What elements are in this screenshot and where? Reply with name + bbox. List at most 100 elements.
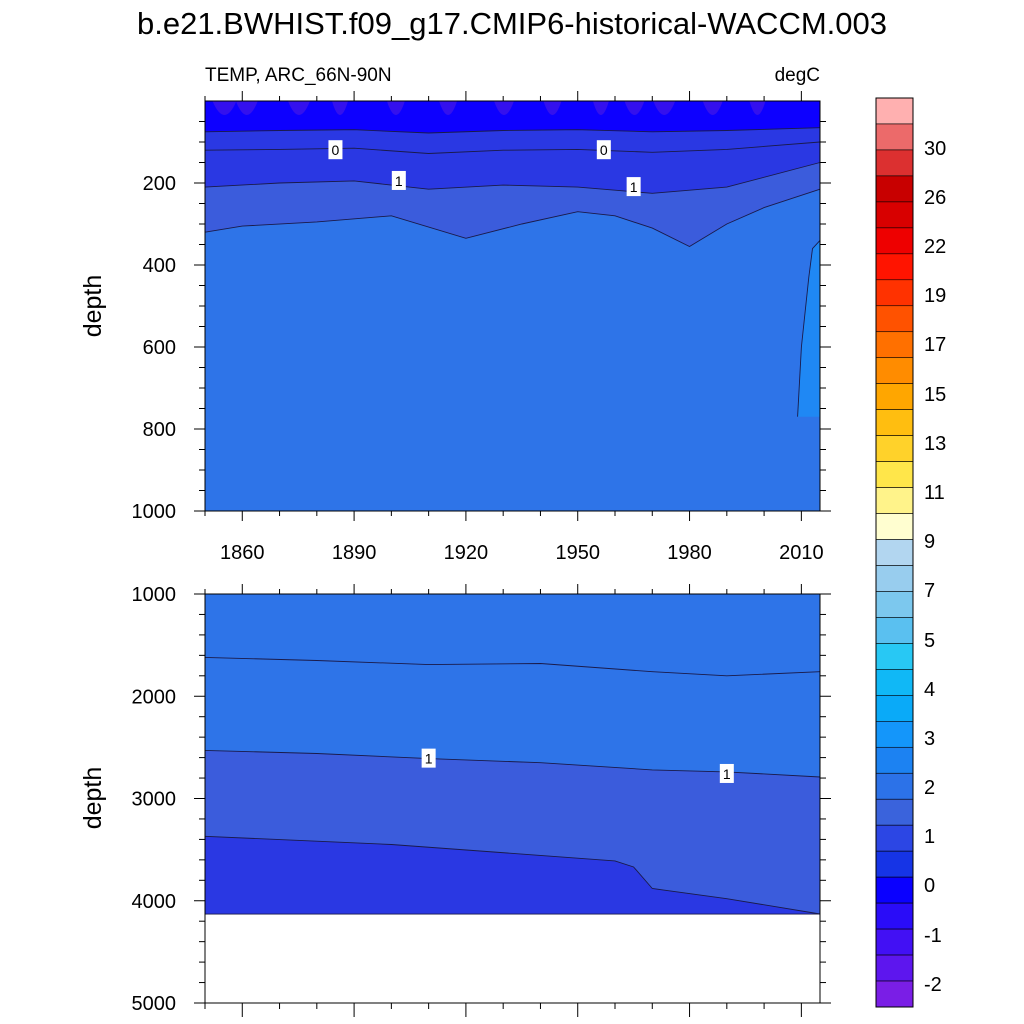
colorbar-label: 26 xyxy=(924,187,946,209)
cold-patch xyxy=(653,101,676,115)
colorbar-swatch xyxy=(875,928,914,956)
colorbar-swatch xyxy=(875,876,914,904)
colorbar-swatch xyxy=(875,149,914,177)
colorbar-swatch xyxy=(875,461,914,488)
upper-y-axis-label: depth xyxy=(79,275,107,338)
y-tick-label: 800 xyxy=(143,419,176,441)
cold-patch xyxy=(212,101,237,115)
cold-patch xyxy=(288,101,310,115)
contour-line-1 xyxy=(204,162,821,194)
cold-patch xyxy=(439,101,458,115)
colorbar-swatch xyxy=(875,253,914,281)
contour-label: 1 xyxy=(723,766,731,782)
lower-y-axis-label: depth xyxy=(79,767,107,830)
contour-label: 1 xyxy=(630,179,638,195)
region-1.5-to-2 xyxy=(205,594,820,676)
colorbar-swatch xyxy=(875,305,914,333)
colorbar-swatch xyxy=(875,695,914,722)
contour-line-0.5 xyxy=(204,141,821,154)
colorbar-label: 0 xyxy=(924,875,935,897)
colorbar-label: 5 xyxy=(924,630,935,652)
cold-patch xyxy=(592,101,609,115)
contour-label: 1 xyxy=(395,173,403,189)
y-tick-label: 4000 xyxy=(132,891,177,913)
x-tick-label: 1920 xyxy=(444,542,489,564)
colorbar-swatch xyxy=(875,227,914,255)
x-tick-label: 1950 xyxy=(555,542,600,564)
contour-label-bg xyxy=(596,140,611,160)
colorbar-swatch xyxy=(875,850,914,878)
y-tick-label: 1000 xyxy=(132,584,177,606)
y-tick-label: 5000 xyxy=(132,993,177,1015)
colorbar-swatch xyxy=(875,409,914,436)
cold-patch xyxy=(386,101,405,115)
colorbar-label: 22 xyxy=(924,236,946,258)
contour-line-1.5 xyxy=(204,656,821,677)
x-tick-label: 2010 xyxy=(779,542,824,564)
colorbar-swatch xyxy=(875,487,914,514)
colorbar-label: 15 xyxy=(924,384,946,406)
colorbar-label: 17 xyxy=(924,334,946,356)
colorbar-swatch xyxy=(875,97,914,125)
contour-line-1.5 xyxy=(204,188,821,248)
colorbar-label: 1 xyxy=(924,826,935,848)
contour-line-0.5 xyxy=(204,835,821,915)
cold-patch xyxy=(494,101,514,115)
contour-label: 0 xyxy=(332,142,340,158)
colorbar-label: 13 xyxy=(924,433,946,455)
colorbar-swatch xyxy=(875,201,914,229)
contour-label-bg xyxy=(719,763,734,783)
lower-contour-panel: 1 1 1000 2000 3000 4000 5000 xyxy=(132,584,831,1017)
x-tick-label: 1890 xyxy=(332,542,377,564)
colorbar-label: -1 xyxy=(924,925,942,947)
colorbar-swatch xyxy=(875,565,914,592)
colorbar-label: 7 xyxy=(924,580,935,602)
colorbar-swatch xyxy=(875,617,914,644)
colorbar-swatch xyxy=(875,513,914,540)
x-tick-label: 1860 xyxy=(220,542,265,564)
colorbar: 30 26 22 19 17 15 13 11 9 7 5 4 3 2 1 0 -1 -2 xyxy=(875,97,946,1008)
x-tick-label: 1980 xyxy=(667,542,712,564)
colorbar-swatch xyxy=(875,954,914,982)
colorbar-swatch xyxy=(875,123,914,151)
cold-patch xyxy=(749,101,766,115)
contour-label-bg xyxy=(626,177,641,197)
colorbar-label: 11 xyxy=(924,482,945,504)
colorbar-swatch xyxy=(875,539,914,566)
colorbar-swatch xyxy=(875,980,914,1008)
colorbar-swatch xyxy=(875,331,914,359)
colorbar-frame xyxy=(875,97,914,1008)
y-tick-label: 600 xyxy=(143,337,176,359)
chart-title: b.e21.BWHIST.f09_g17.CMIP6-historical-WA… xyxy=(137,6,887,41)
colorbar-swatch xyxy=(875,435,914,462)
contour-label-bg xyxy=(391,170,406,190)
colorbar-swatch xyxy=(875,357,914,384)
cold-patch xyxy=(543,101,562,115)
colorbar-label: 9 xyxy=(924,531,935,553)
colorbar-swatch xyxy=(875,591,914,618)
units-label: degC xyxy=(775,65,820,86)
colorbar-swatch xyxy=(875,721,914,748)
colorbar-label: 30 xyxy=(924,138,946,160)
cold-patch xyxy=(702,101,723,115)
y-tick-label: 2000 xyxy=(132,686,177,708)
upper-contour-panel: 0 1 0 1 1860 1890 1920 1950 1980 2010 200 400 600 80… xyxy=(132,91,831,564)
colorbar-label: 2 xyxy=(924,777,935,799)
y-tick-label: 200 xyxy=(143,173,176,195)
colorbar-swatch xyxy=(875,279,914,307)
y-tick-label: 400 xyxy=(143,255,176,277)
y-tick-label: 3000 xyxy=(132,789,177,811)
cold-patch xyxy=(624,101,645,115)
sea-floor-mask xyxy=(205,914,820,1003)
colorbar-swatch xyxy=(875,902,914,930)
y-tick-label: 1000 xyxy=(132,501,177,523)
region-1.5-to-2 xyxy=(797,240,820,417)
contour-label-bg xyxy=(328,140,343,160)
colorbar-label: 3 xyxy=(924,728,935,750)
contour-label: 0 xyxy=(600,142,608,158)
colorbar-swatch xyxy=(875,643,914,670)
colorbar-swatch xyxy=(875,669,914,696)
colorbar-swatch xyxy=(875,798,914,826)
colorbar-label: 19 xyxy=(924,285,946,307)
